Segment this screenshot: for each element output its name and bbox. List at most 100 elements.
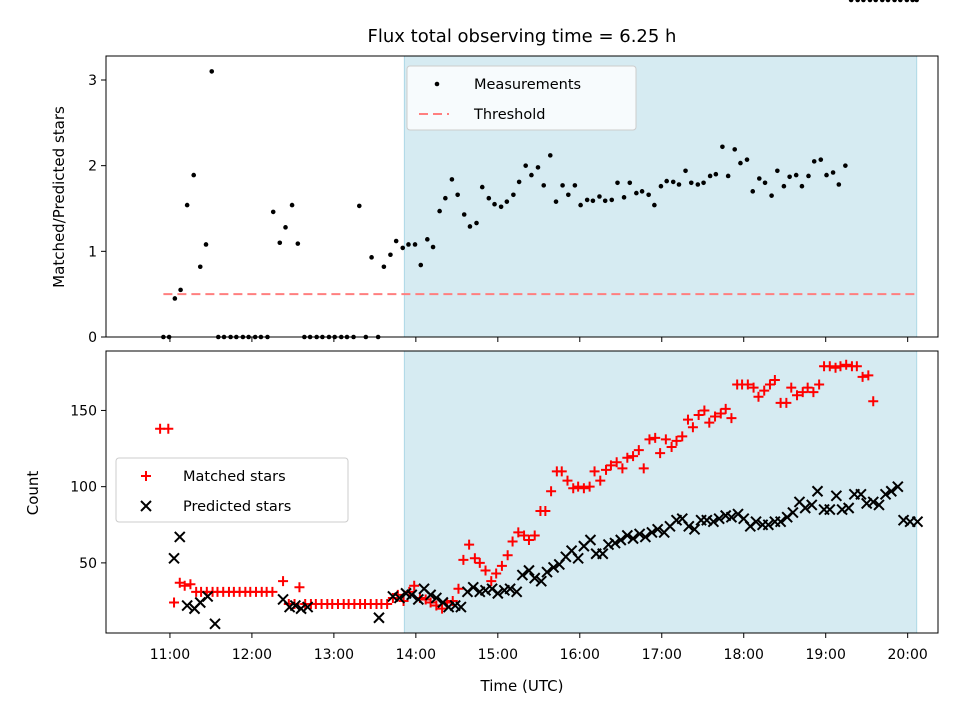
predicted-star-point (584, 534, 597, 546)
measurement-point (873, 0, 879, 3)
matched-star-point (169, 597, 180, 608)
matched-star-point (824, 361, 835, 372)
matched-star-point (633, 445, 644, 456)
matched-star-point (278, 576, 289, 587)
predicted-star-point (762, 519, 775, 531)
matched-star-point (671, 435, 682, 446)
matched-star-point (682, 414, 693, 425)
matched-star-point (781, 397, 792, 408)
measurement-point (270, 209, 276, 215)
predicted-star-point (597, 548, 609, 560)
predicted-star-point (750, 516, 762, 528)
predicted-star-point (412, 593, 425, 606)
predicted-star-point (911, 516, 924, 528)
matched-star-point (802, 382, 813, 393)
top-y-tick-label: 0 (88, 330, 97, 346)
matched-star-point (715, 408, 726, 419)
predicted-star-point (295, 602, 307, 615)
x-tick-label: 11:00 (150, 647, 190, 663)
measurement-point (184, 202, 190, 208)
matched-star-point (469, 553, 480, 564)
measurement-point (750, 189, 756, 194)
predicted-star-point (289, 599, 302, 612)
matched-star-point (710, 411, 721, 422)
measurement-point (437, 208, 442, 214)
measurement-point (885, 0, 891, 3)
measurement-point (455, 192, 460, 198)
matched-star-point (753, 391, 764, 402)
measurement-point (412, 242, 418, 247)
predicted-star-point (424, 589, 437, 601)
matched-star-point (687, 422, 698, 433)
measurement-point (197, 264, 203, 270)
measurement-point (634, 190, 639, 196)
bottom-legend: Matched stars Predicted stars (115, 457, 349, 523)
measurement-point (590, 198, 596, 204)
predicted-star-point (541, 566, 553, 578)
matched-star-point (507, 536, 518, 547)
measurement-point (793, 172, 799, 178)
measurement-point (830, 170, 836, 175)
matched-star-point (502, 550, 513, 561)
predicted-star-point (646, 526, 658, 539)
predicted-star-point (174, 531, 186, 543)
matched-star-point (513, 527, 524, 538)
top-panel: Matched/Predicted stars 0 1 2 3 Measurements… (50, 0, 939, 346)
predicted-star-point (842, 502, 855, 514)
bottom-axes-frame (105, 350, 939, 634)
top-legend-frame (406, 65, 637, 131)
top-y-tick-label: 1 (88, 244, 97, 260)
predicted-star-point (387, 590, 399, 603)
predicted-star-point (615, 534, 627, 546)
matched-star-point (841, 359, 852, 370)
measurement-point (910, 0, 915, 3)
predicted-star-point (639, 531, 652, 543)
matched-star-point (611, 457, 622, 468)
predicted-star-point (830, 490, 843, 502)
measurement-point (787, 174, 792, 180)
matched-star-point (491, 568, 502, 579)
measurement-point (848, 0, 854, 3)
legend-key-measurements (434, 81, 440, 87)
matched-star-point (595, 475, 606, 486)
measurement-point (861, 0, 866, 3)
predicted-star-point (683, 520, 695, 533)
measurement-point (388, 252, 393, 258)
predicted-star-point (774, 516, 787, 528)
matched-star-point (638, 463, 649, 474)
measurement-point (781, 183, 787, 189)
predicted-star-point (633, 528, 646, 540)
bottom-panel: Count 50 100 150 11:00 12:00 13:00 14:00 15:00 1… (24, 350, 939, 663)
predicted-star-point (897, 514, 910, 526)
measurement-point (652, 202, 657, 208)
predicted-star-point (873, 499, 885, 511)
measurement-point (191, 172, 197, 178)
matched-star-point (786, 382, 797, 393)
predicted-star-point (209, 618, 221, 630)
predicted-star-point (523, 564, 535, 577)
matched-star-point (644, 434, 655, 445)
measurement-point (504, 199, 510, 204)
matched-star-point (519, 530, 530, 541)
matched-star-point (677, 431, 688, 442)
matched-star-point (660, 434, 671, 445)
predicted-star-point (393, 592, 406, 604)
measurement-point (393, 238, 399, 244)
matched-star-point (589, 466, 600, 477)
matched-star-point (742, 379, 753, 390)
matched-star-point (868, 396, 879, 407)
measurement-point (707, 173, 713, 179)
measurement-point (615, 180, 620, 186)
matched-star-point (458, 554, 469, 565)
measurement-point (914, 0, 919, 3)
measurement-point (461, 212, 467, 217)
measurement-point (535, 165, 541, 170)
measurement-point (560, 183, 565, 188)
legend-label: Matched stars (183, 469, 286, 485)
measurement-point (639, 189, 645, 194)
matched-star-point (835, 361, 846, 372)
measurement-point (799, 183, 805, 189)
matched-star-point (480, 565, 491, 576)
x-tick-label: 14:00 (396, 647, 436, 663)
matched-star-point (759, 385, 770, 396)
